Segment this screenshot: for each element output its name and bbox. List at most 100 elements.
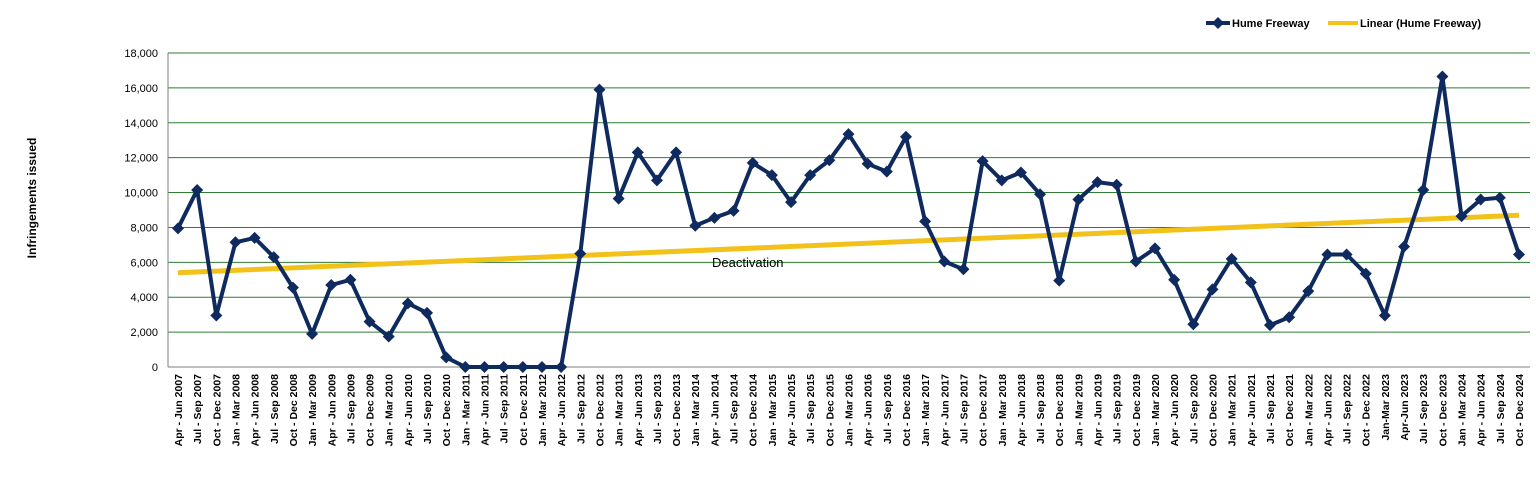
x-tick-label: Jan - Mar 2010 — [384, 374, 396, 447]
data-point-marker — [478, 361, 491, 373]
data-point-marker — [1378, 309, 1391, 322]
data-point-marker — [899, 130, 912, 143]
x-tick-label: Jul - Sep 2020 — [1188, 374, 1200, 444]
x-axis-ticks: Apr - Jun 2007 Jul - Sep 2007 Oct - Dec 20… — [173, 374, 1526, 447]
data-point-marker — [325, 279, 338, 292]
y-tick-label: 6,000 — [130, 257, 158, 269]
data-point-marker — [1187, 318, 1200, 331]
x-tick-label: Jul - Sep 2010 — [422, 374, 434, 444]
data-point-marker — [1455, 210, 1468, 223]
x-tick-label: Jul - Sep 2012 — [575, 374, 587, 444]
data-point-marker — [1474, 193, 1487, 206]
x-tick-label: Oct - Dec 2018 — [1054, 374, 1066, 447]
data-point-marker — [1302, 285, 1315, 298]
data-point-marker — [976, 155, 989, 168]
data-point-marker — [421, 306, 434, 319]
data-point-marker — [1398, 240, 1411, 253]
x-tick-label: Apr - Jun 2008 — [250, 374, 262, 447]
x-tick-label: Oct - Dec 2012 — [594, 374, 606, 447]
data-point-marker — [689, 219, 702, 232]
legend-marker-diamond — [1212, 17, 1224, 29]
x-tick-label: Apr - Jun 2020 — [1169, 374, 1181, 447]
data-point-marker — [650, 174, 663, 187]
x-tick-label: Oct - Dec 2015 — [824, 374, 836, 447]
data-point-marker — [248, 231, 261, 244]
data-point-marker — [401, 297, 414, 310]
x-tick-label: Jan - Mar 2009 — [307, 374, 319, 447]
data-point-marker — [861, 157, 874, 170]
data-point-marker — [1359, 267, 1372, 280]
x-tick-label: Oct - Dec 2009 — [365, 374, 377, 447]
x-tick-label: Jan - Mar 2024 — [1457, 374, 1469, 447]
x-tick-label: Apr - Jun 2012 — [556, 374, 568, 447]
x-tick-label: Apr - Jun 2021 — [1246, 374, 1258, 447]
data-point-marker — [1513, 248, 1525, 261]
x-tick-label: Apr - Jun 2011 — [480, 374, 492, 446]
data-point-marker — [172, 222, 184, 235]
x-tick-label: Oct - Dec 2019 — [1131, 374, 1143, 447]
data-point-marker — [210, 309, 223, 322]
data-point-marker — [1340, 248, 1353, 261]
x-tick-label: Apr - Jun 2018 — [1016, 374, 1028, 447]
x-tick-label: Jan - Mar 2011 — [460, 374, 472, 446]
legend-label-linear: Linear (Hume Freeway) — [1360, 18, 1481, 30]
y-axis-ticks: 0 2,000 4,000 6,000 8,000 10,000 12,000 14,000 1… — [124, 48, 158, 374]
x-tick-label: Apr - Jun 2013 — [633, 374, 645, 447]
x-tick-label: Oct - Dec 2011 — [518, 374, 530, 446]
data-point-marker — [286, 281, 299, 294]
data-point-marker — [823, 154, 836, 167]
y-tick-label: 12,000 — [124, 153, 158, 165]
x-tick-label: Oct - Dec 2007 — [211, 374, 223, 447]
x-tick-label: Jan - Mar 2015 — [767, 374, 779, 447]
data-point-marker — [363, 315, 376, 328]
x-tick-label: Oct - Dec 2016 — [901, 374, 913, 447]
data-point-marker — [1149, 242, 1162, 255]
x-tick-label: Jul - Sep 2016 — [882, 374, 894, 444]
x-tick-label: Jan - Mar 2017 — [920, 374, 932, 447]
data-point-marker — [1091, 176, 1104, 189]
data-point-marker — [516, 361, 529, 373]
data-point-marker — [1225, 252, 1238, 265]
x-tick-label: Apr - Jun 2022 — [1322, 374, 1334, 447]
data-point-marker — [1436, 70, 1449, 83]
x-tick-label: Oct - Dec 2010 — [441, 374, 453, 447]
x-tick-label: Jan-Mar 2023 — [1380, 374, 1392, 441]
x-tick-label: Oct - Dec 2017 — [978, 374, 990, 447]
x-tick-label: Jul - Sep 2014 — [729, 374, 741, 444]
x-tick-label: Jan - Mar 2019 — [1073, 374, 1085, 447]
x-tick-label: Oct - Dec 2014 — [748, 374, 760, 447]
x-tick-label: Jul - Sep 2021 — [1265, 374, 1277, 444]
legend-label-hume-freeway: Hume Freeway — [1232, 18, 1311, 30]
data-point-marker — [1263, 319, 1276, 332]
data-point-marker — [535, 361, 548, 373]
data-point-marker — [593, 83, 606, 96]
x-tick-label: Apr - Jun 2014 — [709, 374, 721, 447]
x-tick-label: Jan - Mar 2008 — [230, 374, 242, 447]
x-tick-label: Jul - Sep 2022 — [1342, 374, 1354, 444]
data-point-marker — [1321, 248, 1334, 261]
data-point-marker — [880, 165, 893, 178]
data-point-marker — [1244, 276, 1257, 289]
x-tick-label: Jan - Mar 2018 — [997, 374, 1009, 447]
data-point-marker — [938, 255, 951, 268]
x-tick-label: Jul - Sep 2017 — [958, 374, 970, 444]
data-point-marker — [670, 146, 683, 159]
x-tick-label: Jul - Sep 2008 — [269, 374, 281, 444]
gridlines — [167, 52, 1530, 368]
x-tick-label: Jan - Mar 2012 — [537, 374, 549, 447]
legend-item-hume-freeway: Hume Freeway — [1206, 17, 1311, 30]
trendline-layer — [177, 212, 1520, 276]
data-point-marker — [765, 169, 778, 182]
x-tick-label: Oct - Dec 2008 — [288, 374, 300, 447]
data-point-marker — [804, 169, 817, 182]
series-layer — [172, 70, 1525, 373]
data-point-marker — [995, 174, 1008, 187]
data-point-marker — [497, 361, 510, 373]
x-tick-label: Apr - Jun 2016 — [863, 374, 875, 447]
data-point-marker — [1493, 191, 1506, 204]
data-point-marker — [1168, 273, 1181, 286]
data-point-marker — [440, 351, 453, 364]
x-tick-label: Apr - Jun 2017 — [939, 374, 951, 447]
